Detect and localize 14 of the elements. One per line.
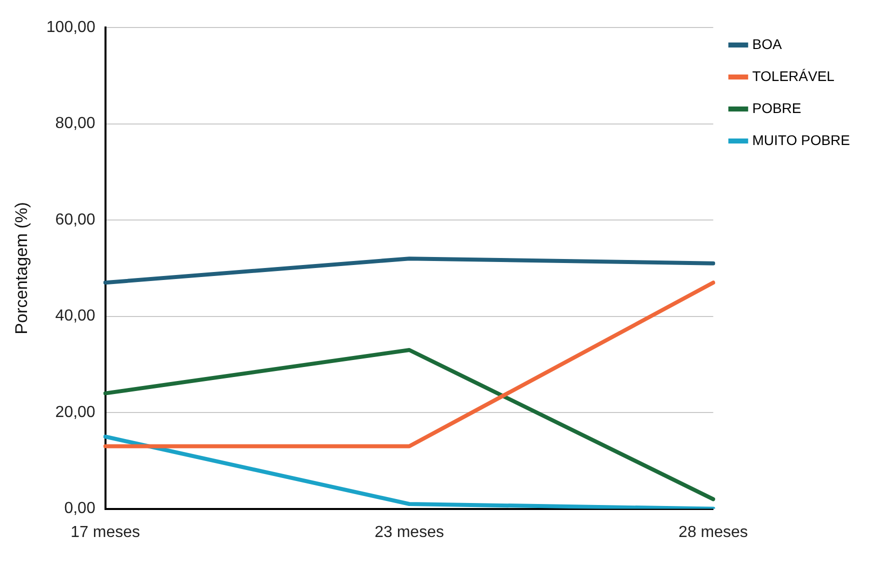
legend-label: MUITO POBRE (752, 132, 850, 148)
legend-label: POBRE (752, 100, 802, 116)
y-tick-label: 40,00 (55, 308, 96, 325)
x-tick-label: 28 meses (678, 524, 748, 541)
legend-label: BOA (752, 36, 782, 52)
y-axis-title: Porcentagem (%) (12, 202, 31, 334)
x-tick-label: 23 meses (374, 524, 444, 541)
y-tick-label: 80,00 (55, 115, 96, 132)
legend-label: TOLERÁVEL (752, 68, 835, 84)
x-tick-label: 17 meses (70, 524, 140, 541)
y-tick-label: 20,00 (55, 404, 96, 421)
y-tick-label: 60,00 (55, 211, 96, 228)
y-tick-label: 0,00 (64, 500, 96, 518)
y-tick-label: 100,00 (46, 19, 96, 36)
